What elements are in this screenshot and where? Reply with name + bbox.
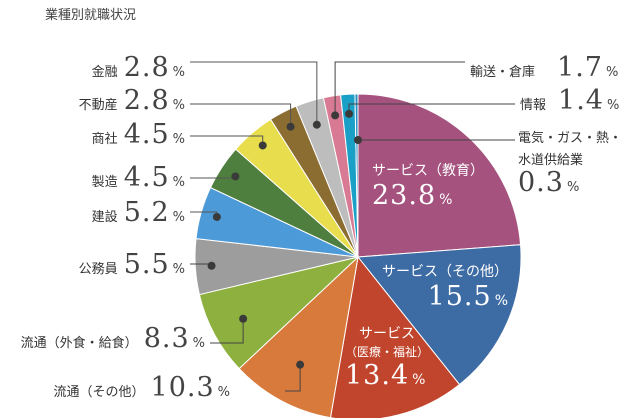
label-name: 建設 (91, 210, 118, 225)
label-name: 輸送・倉庫 (470, 65, 536, 80)
label-unit: % (172, 65, 185, 80)
label-value: 4.5 (123, 162, 170, 193)
label-name: 不動産 (78, 98, 118, 113)
leader-dot (212, 212, 221, 221)
label-unit: % (605, 65, 619, 80)
label-utilities: 電気・ガス・熱・ 水道供給業 0.3% (518, 128, 622, 199)
leader-dot (258, 141, 267, 150)
leader-dot (231, 172, 240, 181)
label-construction: 建設 5.2% (92, 197, 185, 228)
label-medical-welfare: サービス （医療・福祉） 13.4% (345, 323, 429, 391)
leader-dot (331, 111, 340, 120)
label-unit: % (172, 98, 185, 113)
label-unit: % (566, 180, 580, 195)
label-unit: % (606, 98, 620, 113)
label-value: 2.8 (123, 52, 170, 83)
label-name: サービス (359, 326, 415, 342)
label-name: （医療・福祉） (345, 345, 430, 359)
leader-line (190, 103, 292, 127)
label-manufacturing: 製造 4.5% (92, 162, 185, 193)
label-unit: % (192, 336, 205, 351)
label-unit: % (172, 210, 185, 225)
label-trading: 商社 4.5% (92, 119, 185, 150)
leader-dot (344, 109, 353, 118)
label-name: 情報 (520, 98, 547, 113)
label-education: サービス（教育） 23.8% (372, 160, 484, 211)
label-unit: % (494, 293, 508, 309)
label-name: 流通（外食・給食） (20, 336, 138, 351)
pie-slice (238, 255, 359, 418)
label-value: 5.5 (123, 249, 170, 280)
leader-dot (286, 122, 295, 131)
label-civil-servant: 公務員 5.5% (79, 249, 185, 280)
label-value: 15.5 (427, 281, 492, 312)
label-name: サービス（その他） (382, 264, 508, 280)
label-food-service: 流通（外食・給食） 8.3% (21, 323, 205, 354)
leader-dot (296, 360, 305, 369)
label-value: 1.7 (557, 52, 603, 83)
leader-line (210, 318, 244, 344)
label-name: 商社 (91, 132, 118, 147)
pie-slice (357, 244, 522, 386)
label-name: 電気・ガス・熱・ (518, 131, 623, 146)
leader-dot (207, 261, 216, 270)
label-name: 水道供給業 (518, 153, 584, 168)
label-value: 0.3 (518, 167, 564, 198)
label-value: 10.3 (150, 372, 215, 403)
label-real-estate: 不動産 2.8% (79, 85, 185, 116)
label-unit: % (439, 192, 453, 208)
label-name: サービス（教育） (372, 163, 484, 179)
label-unit: % (217, 385, 230, 400)
label-value: 5.2 (123, 197, 170, 228)
chart-title: 業種別就職状況 (45, 8, 137, 23)
label-value: 4.5 (123, 119, 170, 150)
label-value: 23.8 (372, 180, 437, 211)
label-services-other: サービス（その他） 15.5% (382, 261, 508, 312)
leader-line (285, 364, 301, 392)
label-name: 製造 (91, 175, 118, 190)
leader-dot (312, 120, 321, 129)
label-name: 金融 (91, 65, 118, 80)
label-name: 流通（その他） (53, 385, 145, 400)
label-unit: % (172, 175, 185, 190)
pie-slice (357, 93, 522, 258)
label-distribution-other: 流通（その他） 10.3% (54, 372, 231, 403)
leader-line (190, 61, 318, 125)
label-transport: 輸送・倉庫 1.7% (470, 52, 618, 83)
pie-slice (354, 93, 359, 258)
label-value: 1.4 (558, 85, 604, 116)
label-information: 情報 1.4% (520, 85, 619, 116)
leader-line (334, 61, 465, 116)
pie-slice (329, 255, 461, 418)
label-value: 8.3 (143, 323, 190, 354)
label-unit: % (412, 372, 426, 388)
label-unit: % (172, 132, 185, 147)
leader-dot (354, 136, 362, 144)
label-value: 2.8 (123, 85, 170, 116)
label-finance: 金融 2.8% (92, 52, 185, 83)
label-name: 公務員 (78, 262, 118, 277)
label-unit: % (172, 262, 185, 277)
label-value: 13.4 (345, 360, 410, 391)
leader-dot (239, 314, 248, 323)
